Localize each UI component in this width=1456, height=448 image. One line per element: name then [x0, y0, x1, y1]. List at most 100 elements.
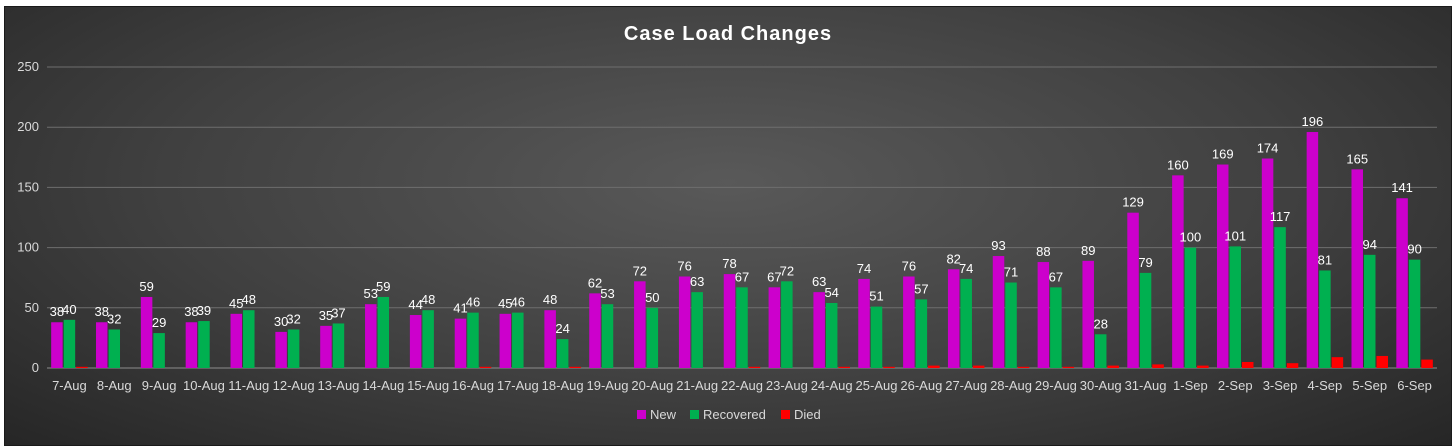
- data-label: 88: [1036, 244, 1050, 259]
- data-label: 74: [857, 261, 871, 276]
- bar-died: [1286, 363, 1299, 368]
- data-label: 38: [95, 304, 109, 319]
- data-label: 32: [107, 311, 121, 326]
- bar-new: [1396, 198, 1408, 368]
- data-label: 67: [1049, 269, 1063, 284]
- bar-new: [1127, 212, 1139, 368]
- bar-died: [928, 365, 940, 368]
- x-tick-label: 6-Sep: [1397, 378, 1432, 393]
- bar-died: [1107, 365, 1119, 368]
- y-tick-label: 50: [25, 300, 39, 315]
- x-tick-label: 19-Aug: [587, 378, 629, 393]
- data-label: 72: [633, 263, 647, 278]
- bar-died: [1197, 365, 1209, 368]
- bar-died: [748, 366, 761, 368]
- x-tick-label: 9-Aug: [142, 378, 177, 393]
- bar-new: [140, 296, 153, 368]
- data-label: 196: [1302, 114, 1324, 129]
- bar-new: [499, 313, 512, 368]
- y-tick-label: 250: [17, 59, 39, 74]
- data-label: 82: [946, 251, 960, 266]
- data-label: 53: [364, 286, 378, 301]
- data-label: 57: [914, 281, 928, 296]
- data-label: 100: [1180, 230, 1202, 245]
- chart-area: Case Load Changes 38 40 38 32 59 29 38 39 45 48 30…: [4, 6, 1452, 446]
- bar-died: [838, 366, 850, 368]
- data-label: 78: [722, 256, 736, 271]
- data-label: 76: [677, 258, 691, 273]
- x-tick-label: 30-Aug: [1080, 378, 1122, 393]
- bar-recovered: [332, 323, 345, 368]
- bar-new: [320, 325, 332, 368]
- data-label: 48: [242, 292, 256, 307]
- data-label: 59: [376, 279, 390, 294]
- bar-recovered: [1408, 259, 1421, 368]
- data-label: 32: [286, 311, 300, 326]
- bar-new: [589, 293, 601, 368]
- bar-recovered: [1184, 247, 1197, 368]
- bar-recovered: [960, 278, 972, 368]
- bar-recovered: [1363, 254, 1376, 368]
- y-tick-label: 100: [17, 240, 39, 255]
- bar-new: [723, 274, 736, 368]
- bar-recovered: [512, 312, 524, 368]
- bar-recovered: [1274, 227, 1286, 368]
- bar-recovered: [781, 281, 793, 368]
- bar-recovered: [198, 321, 210, 368]
- data-label: 41: [453, 301, 467, 316]
- x-tick-label: 7-Aug: [52, 378, 87, 393]
- x-tick-label: 14-Aug: [362, 378, 404, 393]
- data-label: 81: [1318, 252, 1332, 267]
- data-label: 71: [1004, 265, 1018, 280]
- legend-label-died: Died: [794, 407, 821, 422]
- x-tick-label: 23-Aug: [766, 378, 808, 393]
- data-label: 45: [229, 296, 243, 311]
- bar-new: [634, 281, 646, 368]
- bar-new: [678, 276, 691, 368]
- data-label: 29: [152, 315, 166, 330]
- data-label: 38: [50, 304, 64, 319]
- bar-died: [1152, 364, 1164, 368]
- bar-new: [947, 269, 960, 368]
- x-tick-label: 8-Aug: [97, 378, 132, 393]
- bar-recovered: [422, 310, 434, 368]
- x-tick-label: 11-Aug: [228, 378, 269, 393]
- x-tick-label: 4-Sep: [1308, 378, 1343, 393]
- legend-swatch-died: [781, 410, 790, 419]
- data-label: 50: [645, 290, 659, 305]
- bar-new: [185, 322, 198, 368]
- bar-recovered: [243, 310, 255, 368]
- x-tick-label: 20-Aug: [631, 378, 673, 393]
- data-label: 48: [421, 292, 435, 307]
- y-tick-label: 150: [17, 179, 39, 194]
- x-tick-label: 24-Aug: [811, 378, 853, 393]
- x-tick-label: 25-Aug: [856, 378, 898, 393]
- bar-recovered: [601, 304, 614, 368]
- data-label: 51: [869, 289, 883, 304]
- data-label: 63: [812, 274, 826, 289]
- data-label: 48: [543, 292, 557, 307]
- legend-label-new: New: [650, 407, 677, 422]
- bar-died: [1062, 366, 1075, 368]
- data-label: 37: [331, 305, 345, 320]
- data-label: 45: [498, 296, 512, 311]
- bar-new: [1351, 169, 1363, 368]
- bar-new: [454, 318, 467, 368]
- bar-died: [972, 365, 985, 368]
- data-label: 62: [588, 275, 602, 290]
- bar-recovered: [108, 329, 121, 368]
- bar-died: [1331, 357, 1344, 368]
- bar-recovered: [736, 287, 748, 368]
- bar-recovered: [646, 307, 659, 368]
- data-label: 67: [735, 269, 749, 284]
- x-tick-label: 16-Aug: [452, 378, 494, 393]
- bar-recovered: [691, 292, 703, 368]
- x-tick-label: 26-Aug: [900, 378, 942, 393]
- bar-recovered: [1319, 270, 1331, 368]
- data-label: 89: [1081, 243, 1095, 258]
- bar-recovered: [556, 339, 569, 368]
- bar-new: [858, 278, 870, 368]
- data-label: 40: [62, 302, 76, 317]
- data-label: 117: [1270, 209, 1291, 224]
- bar-new: [992, 256, 1005, 368]
